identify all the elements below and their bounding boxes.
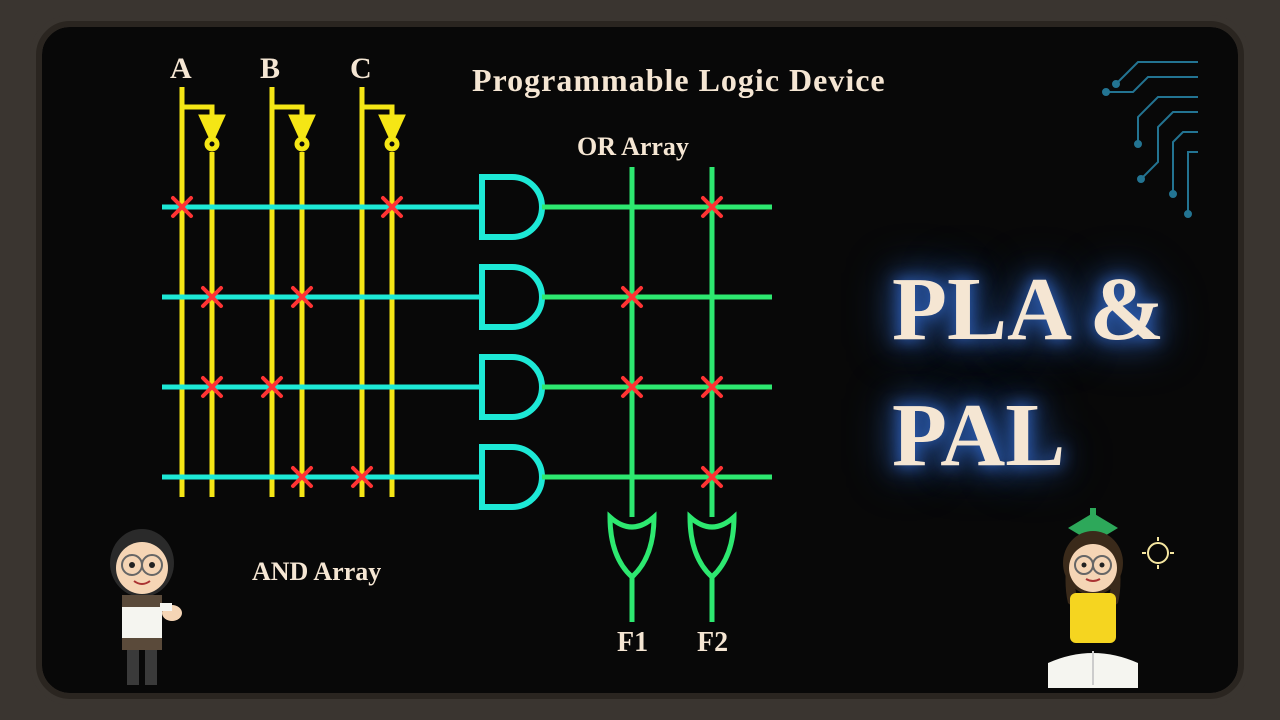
main-heading: PLA & PAL bbox=[892, 247, 1165, 499]
teacher-character-icon bbox=[72, 513, 212, 693]
pla-diagram bbox=[142, 67, 842, 667]
student-character-icon bbox=[1018, 493, 1198, 693]
heading-line-2: PAL bbox=[892, 373, 1165, 499]
heading-line-1: PLA & bbox=[892, 247, 1165, 373]
circuit-decoration-icon bbox=[998, 52, 1198, 232]
blackboard-frame: Programmable Logic Device OR Array AND A… bbox=[30, 15, 1250, 705]
